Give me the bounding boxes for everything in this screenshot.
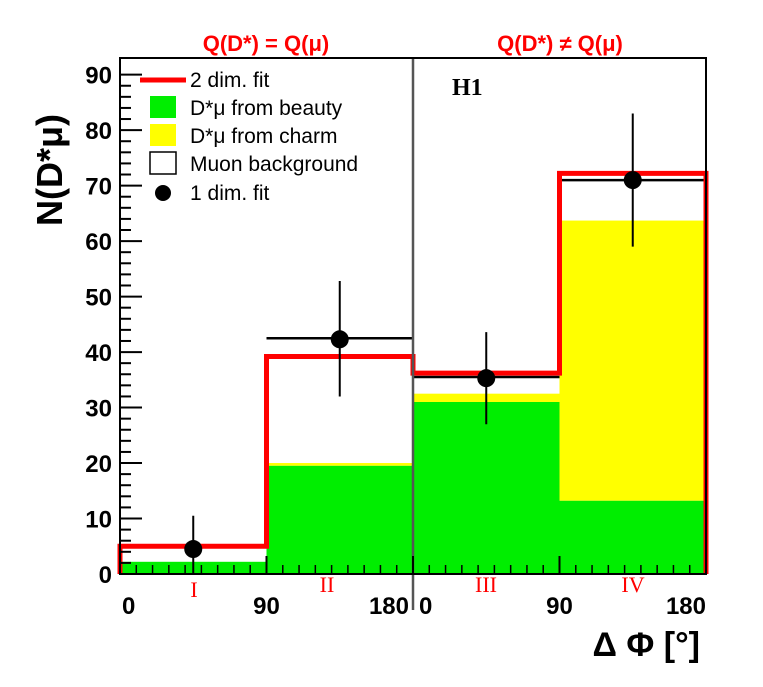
y-tick-label-40: 40 — [85, 340, 112, 367]
bin-label-4: IV — [621, 572, 644, 597]
region-label-same: Q(D*) = Q(μ) — [203, 31, 330, 56]
legend-label-beauty: D*μ from beauty — [190, 97, 343, 120]
y-tick-label-20: 20 — [85, 451, 112, 478]
legend-swatch-beauty — [150, 96, 176, 118]
bar-beauty-II — [266, 465, 413, 574]
region-label-diff: Q(D*) ≠ Q(μ) — [497, 31, 623, 56]
points-1d-fit — [184, 113, 642, 574]
legend-swatch-1d-fit — [155, 185, 171, 201]
y-tick-label-50: 50 — [85, 285, 112, 312]
x-tick-label-3: 0 — [419, 593, 432, 620]
point-IV — [623, 171, 642, 190]
x-tick-label-5: 180 — [666, 593, 706, 620]
y-tick-label-60: 60 — [85, 229, 112, 256]
point-III — [477, 369, 496, 388]
bin-label-2: II — [320, 572, 335, 597]
x-axis: 0 90 180 0 90 180 — [122, 556, 706, 620]
legend-label-charm: D*μ from charm — [190, 125, 337, 148]
x-tick-label-0: 0 — [122, 593, 135, 620]
y-tick-label-0: 0 — [99, 562, 112, 589]
y-tick-label-30: 30 — [85, 396, 112, 423]
legend-swatch-charm — [150, 124, 176, 146]
bars-layer — [120, 173, 706, 574]
x-axis-title: Δ Φ [°] — [593, 626, 700, 664]
x-tick-label-2: 180 — [369, 593, 409, 620]
y-tick-label-80: 80 — [85, 118, 112, 145]
y-tick-label-90: 90 — [85, 63, 112, 90]
experiment-label: H1 — [452, 75, 483, 101]
bar-charm-II — [266, 463, 413, 466]
y-axis-title: N(D*μ) — [29, 114, 70, 226]
point-I — [184, 540, 203, 559]
bin-label-3: III — [475, 572, 497, 597]
y-tick-label-70: 70 — [85, 174, 112, 201]
legend-label-2d-fit: 2 dim. fit — [190, 69, 270, 92]
bar-beauty-III — [413, 402, 560, 574]
x-tick-label-1: 90 — [253, 593, 280, 620]
legend-swatch-background — [149, 151, 177, 175]
y-axis: 0 10 20 30 40 50 60 70 80 90 — [85, 63, 142, 589]
bin-label-1: I — [190, 577, 197, 602]
legend-label-1d-fit: 1 dim. fit — [190, 182, 270, 205]
y-tick-label-10: 10 — [85, 507, 112, 534]
bar-charm-IV — [559, 220, 706, 501]
legend-label-background: Muon background — [190, 153, 358, 176]
point-II — [330, 330, 349, 349]
legend: 2 dim. fit D*μ from beauty D*μ from char… — [140, 69, 358, 205]
x-tick-label-4: 90 — [546, 593, 573, 620]
bar-beauty-IV — [559, 500, 706, 574]
